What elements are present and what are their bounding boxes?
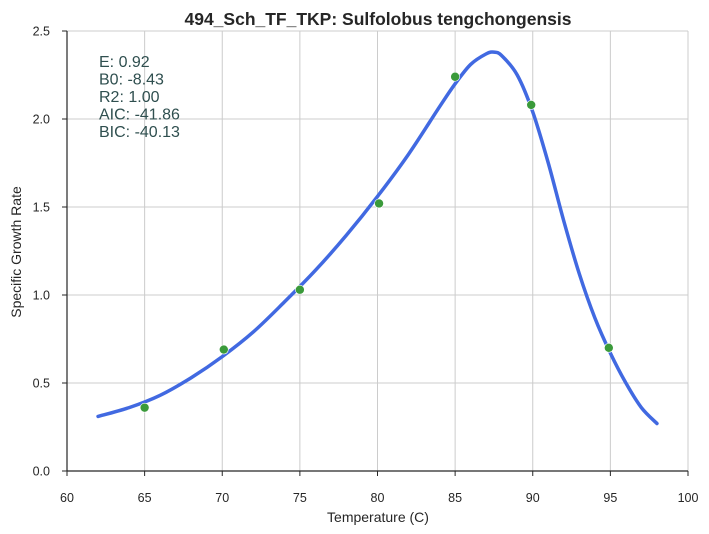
fit-statistics: E: 0.92 B0: -8.43 R2: 1.00 AIC: -41.86 B…	[99, 54, 180, 141]
x-tick-label: 65	[138, 491, 152, 505]
stat-b0: B0: -8.43	[99, 72, 164, 89]
x-axis-title: Temperature (C)	[327, 509, 429, 525]
fit-line-series	[96, 50, 659, 426]
y-tick-label: 2.0	[33, 113, 50, 127]
x-tick-label: 95	[603, 491, 617, 505]
stat-e: E: 0.92	[99, 54, 150, 71]
x-tick-label: 70	[215, 491, 229, 505]
y-tick-label: 0.0	[33, 465, 50, 479]
y-tick-label: 1.0	[33, 289, 50, 303]
x-tick-label: 85	[448, 491, 462, 505]
data-point	[139, 402, 150, 413]
data-point	[604, 342, 614, 353]
y-tick-label: 1.5	[33, 201, 50, 215]
data-point	[374, 198, 384, 209]
data-point	[526, 100, 536, 110]
stat-aic: AIC: -41.86	[99, 107, 180, 124]
x-tick-label: 90	[526, 491, 540, 505]
x-axis-ticks: 60 65 70 75 80 85 90 95 100	[60, 471, 698, 505]
stat-r2: R2: 1.00	[99, 89, 160, 106]
data-point	[450, 71, 460, 82]
chart-title: 494_Sch_TF_TKP: Sulfolobus tengchongensi…	[184, 9, 571, 29]
y-tick-label: 0.5	[33, 377, 50, 391]
x-tick-label: 75	[293, 491, 307, 505]
stat-bic: BIC: -40.13	[99, 124, 180, 141]
data-points-series	[139, 71, 614, 413]
y-axis-ticks: 0.0 0.5 1.0 1.5 2.0 2.5	[33, 25, 67, 479]
x-tick-label: 60	[60, 491, 74, 505]
y-axis-title: Specific Growth Rate	[8, 186, 24, 318]
x-tick-label: 100	[678, 491, 699, 505]
y-tick-label: 2.5	[33, 25, 50, 39]
fit-curve	[96, 50, 659, 426]
data-point	[219, 344, 229, 355]
x-tick-label: 80	[371, 491, 385, 505]
data-point	[295, 284, 305, 295]
